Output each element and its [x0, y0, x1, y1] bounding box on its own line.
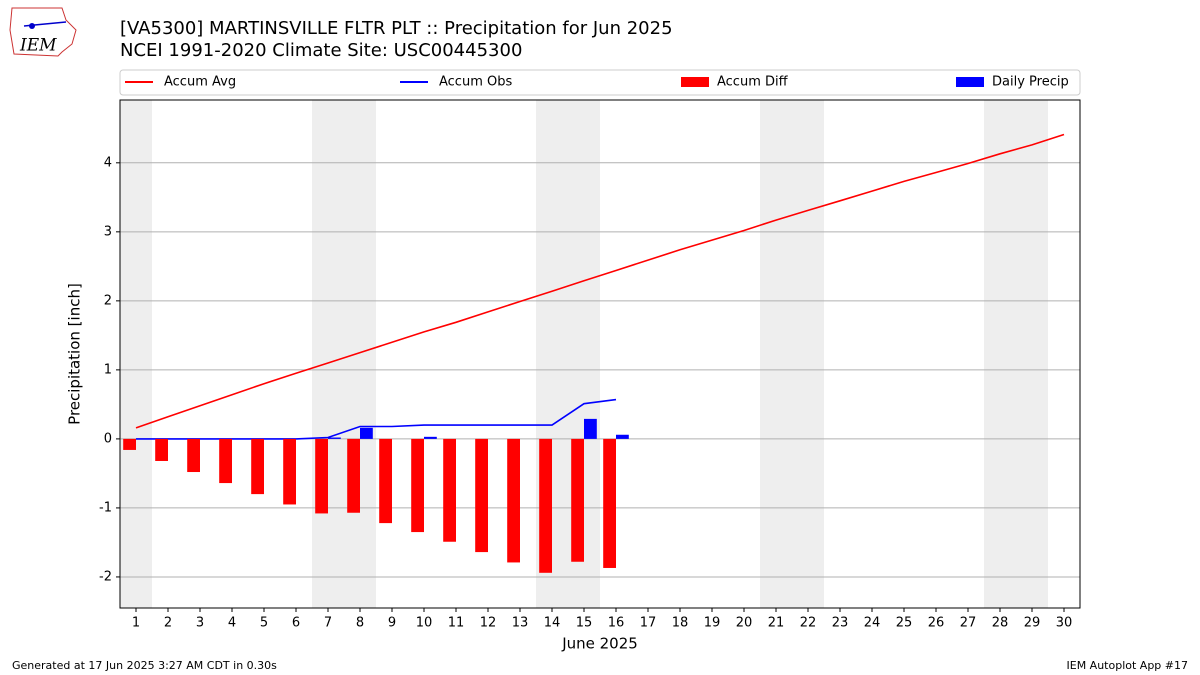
plot-frame	[119, 99, 1081, 609]
bar	[219, 438, 232, 484]
x-tick-label: 27	[960, 616, 977, 631]
x-tick-label: 13	[512, 616, 529, 631]
bar	[539, 438, 552, 573]
legend-box	[119, 69, 1081, 96]
bar	[347, 438, 360, 513]
x-tick-label: 14	[544, 616, 561, 631]
bar	[379, 438, 392, 524]
bar	[507, 438, 520, 563]
x-tick-label: 16	[608, 616, 625, 631]
x-tick-label: 2	[164, 616, 172, 631]
logo-text: IEM	[19, 36, 57, 56]
legend-swatch	[681, 77, 709, 87]
bar	[328, 437, 341, 439]
footer-right: IEM Autoplot App #17	[1067, 659, 1189, 672]
logo: IEM	[9, 7, 77, 57]
x-tick-label: 25	[896, 616, 913, 631]
x-tick-label: 6	[292, 616, 300, 631]
x-tick-label: 9	[388, 616, 396, 631]
x-tick-label: 12	[480, 616, 497, 631]
x-tick-label: 18	[672, 616, 689, 631]
y-tick-label: 0	[104, 431, 112, 446]
y-axis-label: Precipitation [inch]	[66, 283, 84, 425]
legend-label: Daily Precip	[992, 75, 1069, 90]
plot-area	[120, 100, 1080, 608]
legend-label: Accum Avg	[164, 75, 236, 90]
y-tick-label: -1	[99, 500, 112, 515]
x-tick-label: 21	[768, 616, 785, 631]
bar	[571, 438, 584, 562]
bar	[443, 438, 456, 542]
bar	[123, 438, 136, 450]
x-tick-label: 1	[132, 616, 140, 631]
x-tick-label: 11	[448, 616, 465, 631]
weekend-shade	[760, 100, 824, 608]
bar	[424, 436, 437, 439]
bar	[475, 438, 488, 553]
chart-title: [VA5300] MARTINSVILLE FLTR PLT :: Precip…	[120, 18, 673, 39]
x-tick-label: 22	[800, 616, 817, 631]
chart-subtitle: NCEI 1991-2020 Climate Site: USC00445300	[120, 40, 522, 61]
y-tick-label: 2	[104, 293, 112, 308]
x-tick-label: 10	[416, 616, 433, 631]
legend-label: Accum Diff	[717, 75, 789, 90]
footer-left: Generated at 17 Jun 2025 3:27 AM CDT in …	[12, 659, 277, 672]
y-tick-label: 1	[104, 362, 112, 377]
x-tick-label: 8	[356, 616, 364, 631]
x-tick-label: 4	[228, 616, 236, 631]
bar	[411, 438, 424, 533]
x-tick-label: 24	[864, 616, 881, 631]
bar	[603, 438, 616, 568]
x-tick-label: 29	[1024, 616, 1041, 631]
x-tick-label: 17	[640, 616, 657, 631]
x-tick-label: 3	[196, 616, 204, 631]
weekend-shade	[984, 100, 1048, 608]
y-tick-label: 4	[104, 155, 112, 170]
x-tick-label: 23	[832, 616, 849, 631]
x-tick-label: 28	[992, 616, 1009, 631]
y-tick-label: 3	[104, 224, 112, 239]
x-tick-label: 19	[704, 616, 721, 631]
x-axis-label: June 2025	[561, 635, 638, 653]
weekend-shade	[312, 100, 376, 608]
line	[136, 398, 617, 440]
weekend-shade	[120, 100, 152, 608]
x-tick-label: 5	[260, 616, 268, 631]
bar	[283, 438, 296, 505]
bar	[251, 438, 264, 495]
x-tick-label: 20	[736, 616, 753, 631]
x-tick-label: 15	[576, 616, 593, 631]
bar	[315, 438, 328, 514]
legend-label: Accum Obs	[439, 75, 512, 90]
x-tick-label: 26	[928, 616, 945, 631]
bar	[187, 438, 200, 473]
x-tick-label: 30	[1056, 616, 1073, 631]
bar	[616, 434, 629, 439]
x-tick-label: 7	[324, 616, 332, 631]
bar	[155, 438, 168, 461]
line	[135, 133, 1065, 429]
bar	[584, 418, 597, 439]
y-tick-label: -2	[99, 569, 112, 584]
legend-swatch	[956, 77, 984, 87]
bar	[360, 427, 373, 439]
